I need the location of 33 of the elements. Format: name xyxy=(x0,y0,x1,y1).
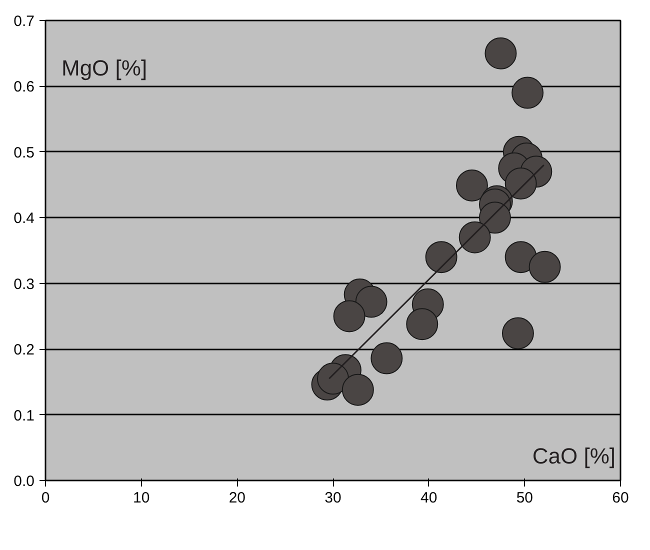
x-axis-title: CaO [%] xyxy=(532,444,616,468)
point xyxy=(504,168,537,200)
x-tick-label: 50 xyxy=(516,490,534,506)
point xyxy=(333,300,366,332)
x-tick-label: 30 xyxy=(324,490,342,506)
y-tick-label: 0.5 xyxy=(14,144,35,162)
point xyxy=(528,250,561,283)
y-tick-label: 0.7 xyxy=(14,13,35,30)
point xyxy=(355,286,388,318)
point xyxy=(502,317,534,350)
point xyxy=(425,241,458,274)
point xyxy=(370,342,403,374)
y-tick-label: 0.2 xyxy=(14,342,35,359)
point xyxy=(458,221,491,254)
point xyxy=(406,308,438,340)
x-tick-label: 10 xyxy=(132,490,150,506)
point xyxy=(456,169,488,202)
x-tick-label: 60 xyxy=(612,490,629,506)
y-tick-label: 0.6 xyxy=(14,78,35,96)
point xyxy=(484,37,517,70)
x-tick-label: 40 xyxy=(420,490,438,506)
x-tick-label: 20 xyxy=(228,490,246,506)
y-tick-label: 0.0 xyxy=(14,473,35,490)
point xyxy=(342,374,374,406)
x-tick-label: 0 xyxy=(41,490,50,506)
point xyxy=(317,362,349,395)
point xyxy=(504,241,537,274)
y-axis-title: MgO [%] xyxy=(62,56,148,80)
y-tick-label: 0.1 xyxy=(14,407,35,424)
point xyxy=(478,202,511,234)
point xyxy=(512,76,544,109)
y-tick-label: 0.3 xyxy=(14,276,35,293)
y-tick-label: 0.4 xyxy=(14,210,35,228)
